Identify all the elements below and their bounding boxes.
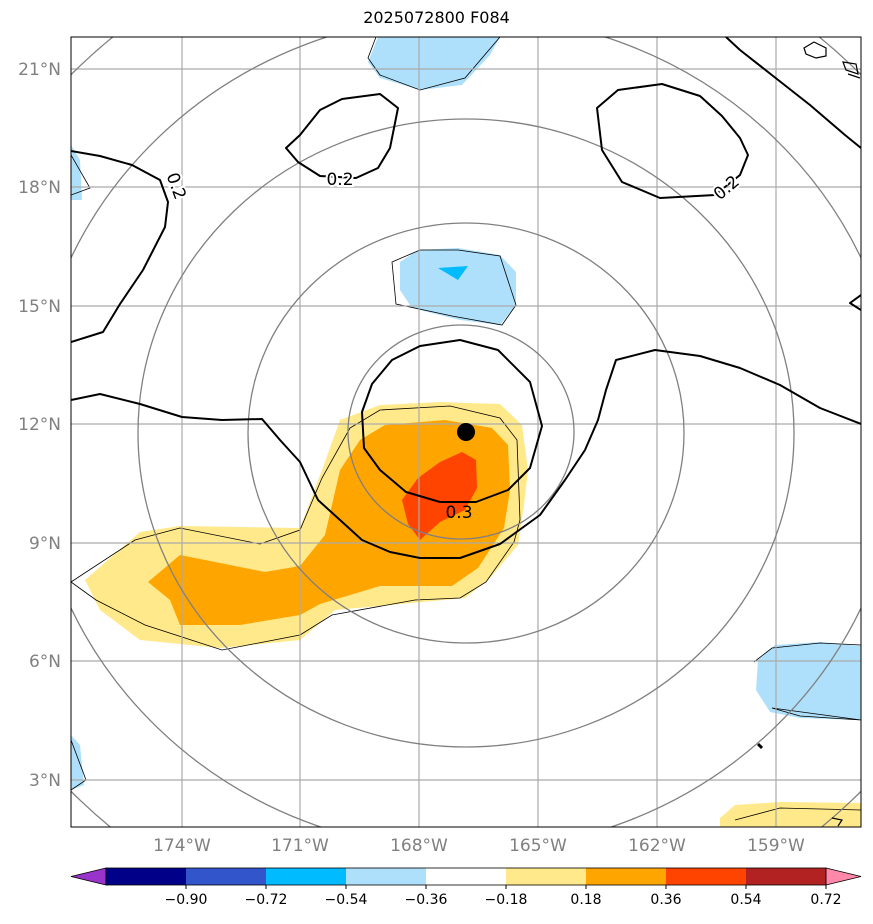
lat-label-15: 15°N [18,297,61,317]
colorbar-tick-label: 0.18 [570,892,601,908]
colorbar-swatch [506,868,587,885]
colorbar-swatch [106,868,187,885]
coastlines [756,41,861,827]
contour-ne-corner [725,37,861,149]
shading-negative-cyan [438,266,468,280]
contour-nw-loop [285,93,399,179]
lat-label-9: 9°N [29,534,61,554]
lon-label-159: 159°W [747,836,805,856]
contour-label-4: 0.3 [445,503,472,523]
colorbar-swatch [586,868,667,885]
plot-frame [70,36,862,828]
shading-positive-yellow-southeast [720,802,861,827]
shading-positive-redorange [402,452,477,540]
lat-label-12: 12°N [18,415,61,435]
colorbar-swatch [346,868,427,885]
range-ring-3 [137,118,795,748]
colorbar-tick-label: 0.72 [810,892,841,908]
colorbar: −0.90 −0.72 −0.54 −0.36 −0.18 0.18 0.36 0.54 0.7… [70,867,862,908]
colorbar-tick-label: −0.36 [405,892,448,908]
storm-center-marker [457,423,475,441]
lon-label-162: 162°W [628,836,686,856]
shading-negative-central [400,248,516,325]
colorbar-arrow-high [825,867,862,886]
colorbar-tick-label: 0.36 [650,892,681,908]
lon-label-174: 174°W [153,836,211,856]
island-ne-3 [847,73,861,79]
shading-negative-north [368,37,500,90]
island-ne-2 [842,61,859,75]
island-se-2 [831,817,843,827]
lon-label-171: 171°W [271,836,329,856]
colorbar-swatch [746,868,827,885]
colorbar-swatch [266,868,347,885]
lon-label-165: 165°W [509,836,567,856]
contour-west-03 [71,150,169,343]
map-title: 2025072800 F084 [363,8,510,27]
shading-negative-southeast [756,642,861,720]
contour-main [71,349,861,559]
colorbar-swatch [666,868,747,885]
colorbar-tick-label: −0.72 [245,892,288,908]
colorbar-tick-label: −0.18 [485,892,528,908]
lat-label-3: 3°N [29,771,61,791]
colorbar-swatch [186,868,267,885]
shading-negative-west-upper [71,145,82,200]
island-se [756,742,764,750]
colorbar-tick-label: −0.90 [165,892,208,908]
colorbar-tick-label: −0.54 [325,892,368,908]
contour-core [361,339,543,503]
colorbar-swatch [426,868,507,885]
contour-label-1: 0.2 [326,170,353,190]
lon-label-168: 168°W [390,836,448,856]
graticule [71,37,861,827]
lat-label-21: 21°N [18,60,61,80]
lat-label-18: 18°N [18,178,61,198]
contour-east-edge [849,294,861,311]
range-ring-1 [347,324,575,540]
contour-ne-loop [596,83,749,199]
contours [71,37,861,559]
colorbar-frame [105,867,827,886]
island-ne-1 [803,41,827,59]
shading-negative-west-lower [71,735,84,790]
colorbar-arrow-low [70,867,107,886]
range-ring-2 [247,222,685,644]
colorbar-tick-label: 0.54 [730,892,761,908]
lat-label-6: 6°N [29,652,61,672]
